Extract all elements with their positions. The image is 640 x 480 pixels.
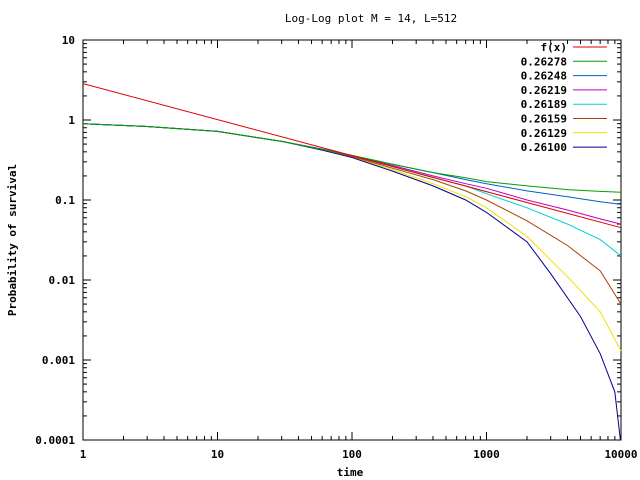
y-axis-label: Probability of survival <box>6 164 19 316</box>
x-tick-label: 100 <box>342 448 362 461</box>
legend-label: 0.26219 <box>521 84 567 97</box>
y-tick-label: 0.01 <box>49 274 76 287</box>
x-axis: 1 10 100 1000 10000 <box>80 40 638 461</box>
legend-label: 0.26129 <box>521 127 567 140</box>
series-line-0_26100 <box>82 123 621 441</box>
x-tick-label: 10 <box>211 448 224 461</box>
series-line-fx <box>82 83 622 229</box>
legend: f(x)0.262780.262480.262190.261890.261590… <box>521 41 607 154</box>
series-line-0_26278 <box>82 123 622 193</box>
y-tick-label: 0.1 <box>55 194 75 207</box>
legend-label: 0.26159 <box>521 113 567 126</box>
x-tick-label: 1 <box>80 448 87 461</box>
x-axis-label: time <box>337 466 364 479</box>
x-tick-label: 1000 <box>473 448 500 461</box>
chart-title: Log-Log plot M = 14, L=512 <box>285 12 457 25</box>
y-tick-label: 0.0001 <box>35 434 75 447</box>
y-tick-label: 0.001 <box>42 354 75 367</box>
legend-label: 0.26189 <box>521 98 567 111</box>
legend-label: 0.26278 <box>521 55 567 68</box>
y-tick-label: 1 <box>68 114 75 127</box>
legend-label: 0.26100 <box>521 141 567 154</box>
y-axis: 0.0001 0.001 0.01 0.1 1 10 <box>35 34 621 447</box>
y-tick-label: 10 <box>62 34 75 47</box>
series-layer <box>82 83 622 441</box>
x-tick-label: 10000 <box>604 448 637 461</box>
legend-label: 0.26248 <box>521 70 567 83</box>
legend-label: f(x) <box>541 41 568 54</box>
